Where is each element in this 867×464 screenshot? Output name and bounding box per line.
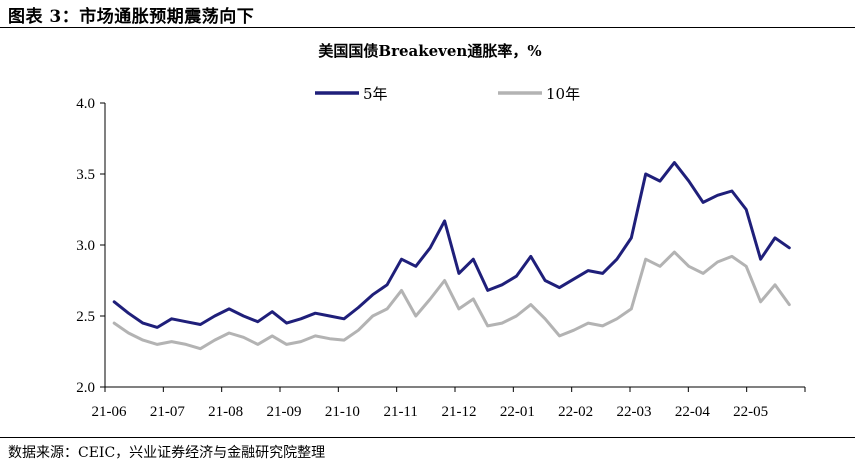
y-tick-label: 3.0 xyxy=(76,238,95,254)
x-tick-label: 22-01 xyxy=(500,404,535,420)
chart-legend: 5年 10年 xyxy=(315,85,580,103)
x-tick-label: 21-06 xyxy=(92,404,127,420)
x-tick-label: 22-02 xyxy=(558,404,593,420)
series-line-1 xyxy=(112,250,791,351)
y-tick-label: 4.0 xyxy=(76,96,95,112)
x-tick-label: 21-11 xyxy=(383,404,417,420)
source-note: 数据来源：CEIC，兴业证券经济与金融研究院整理 xyxy=(8,445,326,461)
figure-title: 图表 3：市场通胀预期震荡向下 xyxy=(8,7,255,27)
series-line-0 xyxy=(112,161,791,329)
footer-rule xyxy=(0,437,855,438)
series-lines xyxy=(112,161,791,351)
y-tick-label: 3.5 xyxy=(76,167,95,183)
legend-label-1: 10年 xyxy=(546,85,580,103)
y-axis: 2.0 2.5 3.0 3.5 4.0 xyxy=(76,96,106,396)
x-tick-label: 21-12 xyxy=(442,404,477,420)
x-tick-label: 21-08 xyxy=(208,404,243,420)
x-tick-label: 21-07 xyxy=(150,404,185,420)
line-chart: 美国国债Breakeven通胀率，% 5年 10年 2.0 2.5 3.0 3.5 4.0… xyxy=(76,42,806,420)
x-tick-label: 22-04 xyxy=(675,404,710,420)
x-tick-label: 22-05 xyxy=(733,404,768,420)
legend-label-0: 5年 xyxy=(363,85,388,103)
x-tick-label: 21-09 xyxy=(267,404,302,420)
x-axis: 21-06 21-07 21-08 21-09 21-10 21-11 21-12 22-01… xyxy=(92,386,806,420)
x-tick-label: 22-03 xyxy=(617,404,652,420)
y-tick-label: 2.5 xyxy=(76,309,95,325)
title-rule xyxy=(0,27,855,28)
chart-title: 美国国债Breakeven通胀率，% xyxy=(318,42,541,60)
y-tick-label: 2.0 xyxy=(76,380,95,396)
x-tick-label: 21-10 xyxy=(325,404,360,420)
